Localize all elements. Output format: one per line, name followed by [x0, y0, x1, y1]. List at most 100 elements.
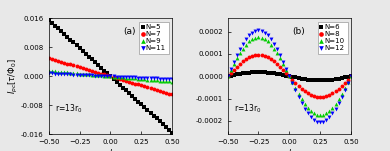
N=9 [77, 73, 82, 74]
N=6 [253, 71, 258, 73]
Line: N=9: N=9 [47, 69, 174, 84]
N=6 [333, 78, 338, 80]
N=8 [250, 55, 255, 57]
N=6 [256, 71, 261, 73]
N=10 [312, 112, 316, 114]
N=5 [127, 92, 131, 94]
N=12 [305, 112, 310, 114]
N=7 [167, 93, 171, 94]
N=12 [299, 102, 304, 104]
N=12 [281, 61, 285, 63]
N=5 [108, 75, 113, 77]
N=5 [148, 112, 153, 114]
N=12 [342, 90, 347, 91]
N=11 [90, 74, 94, 76]
N=7 [117, 78, 122, 80]
N=7 [139, 84, 144, 86]
N=12 [231, 61, 236, 63]
N=10 [259, 37, 264, 39]
N=9 [71, 72, 76, 74]
N=5 [87, 56, 91, 57]
N=7 [80, 67, 85, 69]
N=8 [238, 63, 242, 65]
N=7 [161, 91, 165, 93]
N=12 [250, 32, 255, 34]
N=5 [99, 67, 103, 69]
N=8 [231, 69, 236, 71]
N=6 [225, 75, 230, 77]
N=11 [154, 77, 159, 79]
N=7 [77, 66, 82, 68]
N=11 [121, 76, 125, 78]
N=8 [268, 58, 273, 60]
N=9 [105, 75, 110, 77]
N=11 [167, 78, 171, 80]
N=6 [259, 71, 264, 73]
N=11 [124, 76, 128, 78]
N=8 [265, 56, 270, 58]
N=10 [327, 110, 332, 112]
N=12 [336, 102, 341, 104]
N=5 [164, 126, 168, 128]
N=11 [158, 78, 162, 79]
N=5 [90, 58, 94, 60]
N=8 [290, 79, 295, 80]
N=5 [142, 106, 147, 108]
N=5 [53, 25, 57, 26]
N=11 [50, 73, 54, 74]
N=8 [324, 96, 329, 97]
N=11 [80, 74, 85, 76]
N=9 [80, 73, 85, 75]
N=12 [321, 121, 326, 122]
N=9 [83, 73, 88, 75]
N=10 [281, 63, 285, 65]
N=11 [96, 75, 101, 77]
N=6 [342, 77, 347, 78]
N=7 [154, 89, 159, 91]
N=12 [275, 48, 279, 50]
N=10 [333, 103, 338, 105]
N=12 [256, 29, 261, 31]
N=6 [324, 79, 329, 81]
N=11 [68, 73, 73, 75]
N=6 [271, 72, 276, 74]
N=8 [299, 88, 304, 90]
N=7 [56, 60, 60, 62]
N=9 [111, 76, 116, 77]
N=12 [315, 121, 319, 122]
N=5 [124, 89, 128, 91]
N=9 [161, 80, 165, 82]
N=11 [145, 77, 150, 79]
N=11 [139, 77, 144, 79]
N=6 [238, 73, 242, 75]
N=8 [327, 94, 332, 96]
X-axis label: $\phi$: $\phi$ [107, 147, 114, 151]
Text: (a): (a) [123, 27, 135, 36]
N=6 [308, 79, 313, 81]
N=11 [59, 73, 64, 75]
N=8 [256, 54, 261, 56]
N=9 [117, 76, 122, 78]
N=9 [90, 74, 94, 76]
N=6 [330, 79, 335, 80]
N=11 [53, 73, 57, 75]
N=5 [65, 36, 69, 38]
N=12 [308, 116, 313, 118]
N=8 [241, 60, 245, 62]
Legend: N=6, N=8, N=10, N=12: N=6, N=8, N=10, N=12 [318, 22, 347, 54]
N=9 [96, 74, 101, 76]
N=11 [111, 76, 116, 77]
Legend: N=5, N=7, N=9, N=11: N=5, N=7, N=9, N=11 [139, 22, 168, 54]
N=9 [68, 72, 73, 74]
N=8 [333, 90, 338, 92]
N=10 [265, 40, 270, 42]
N=6 [327, 79, 332, 81]
N=8 [287, 75, 292, 77]
N=12 [339, 96, 344, 98]
N=12 [346, 82, 350, 84]
N=8 [330, 93, 335, 94]
N=10 [241, 48, 245, 50]
N=5 [83, 53, 88, 55]
N=12 [244, 38, 248, 40]
N=9 [121, 76, 125, 78]
